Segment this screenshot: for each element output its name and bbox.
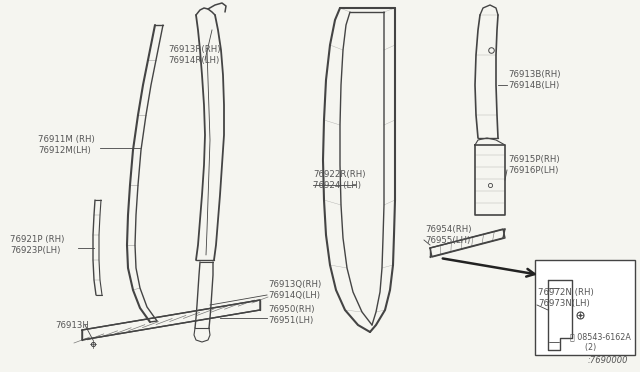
Text: 76913H: 76913H (55, 321, 89, 330)
Text: 76911M (RH)
76912M(LH): 76911M (RH) 76912M(LH) (38, 135, 95, 155)
Text: 76915P(RH)
76916P(LH): 76915P(RH) 76916P(LH) (508, 155, 559, 175)
Text: 76913Q(RH)
76914Q(LH): 76913Q(RH) 76914Q(LH) (268, 280, 321, 300)
Text: 76922R(RH)
76924 (LH): 76922R(RH) 76924 (LH) (313, 170, 365, 190)
Text: :7690000: :7690000 (588, 356, 628, 365)
Text: 76950(RH)
76951(LH): 76950(RH) 76951(LH) (268, 305, 314, 325)
Text: 76972N (RH)
76973N(LH): 76972N (RH) 76973N(LH) (538, 288, 594, 308)
Bar (535, 260, 635, 355)
Text: 76913B(RH)
76914B(LH): 76913B(RH) 76914B(LH) (508, 70, 561, 90)
Text: 76913R(RH)
76914R(LH): 76913R(RH) 76914R(LH) (168, 45, 221, 65)
Text: Ⓢ 08543-6162A
      (2): Ⓢ 08543-6162A (2) (570, 332, 631, 352)
Text: 76954(RH)
76955(LH): 76954(RH) 76955(LH) (425, 225, 472, 245)
Text: 76921P (RH)
76923P(LH): 76921P (RH) 76923P(LH) (10, 235, 65, 255)
